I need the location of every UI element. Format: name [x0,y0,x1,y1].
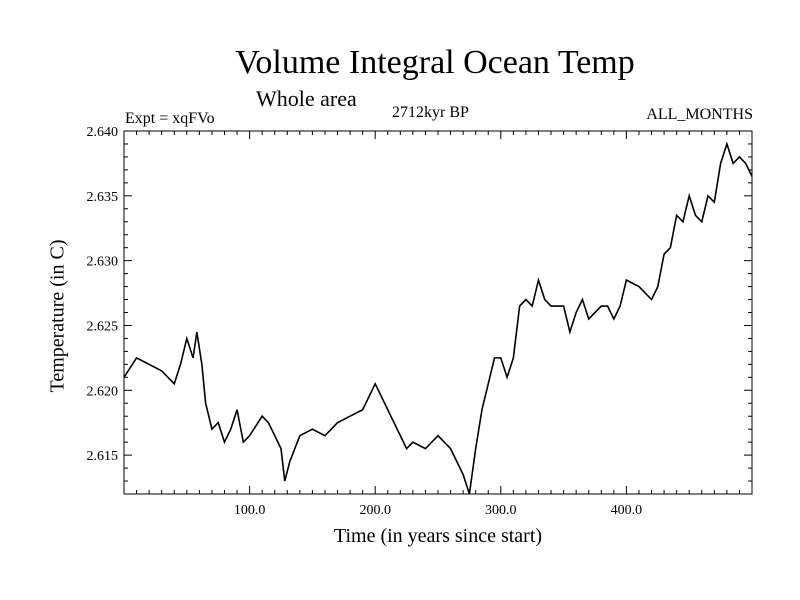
tick-labels-layer: 100.0 200.0 300.0 400.0 2.615 2.620 2.625 2.630… [87,125,643,518]
y-tick-label: 2.630 [87,255,119,270]
plot-frame [123,130,753,495]
x-axis-label: Time (in years since start) [333,525,543,547]
chart-subtitle: Whole area [256,86,357,111]
period-label: 2712kyr BP [392,104,469,121]
y-tick-label: 2.620 [87,384,119,399]
y-tick-label: 2.640 [87,125,119,140]
months-label: ALL_MONTHS [646,106,753,123]
temperature-series-line [123,141,753,495]
x-tick-label: 400.0 [611,503,643,518]
experiment-label: Expt = xqFVo [125,110,215,127]
x-tick-label: 300.0 [485,503,517,518]
y-tick-label: 2.625 [87,319,119,334]
y-axis-label: Temperature (in C) [46,239,69,393]
y-tick-label: 2.635 [87,190,119,205]
axis-ticks-layer [124,131,752,494]
chart-title: Volume Integral Ocean Temp [235,44,635,81]
x-tick-label: 100.0 [234,503,266,518]
y-tick-label: 2.615 [87,449,119,464]
x-tick-label: 200.0 [359,503,391,518]
